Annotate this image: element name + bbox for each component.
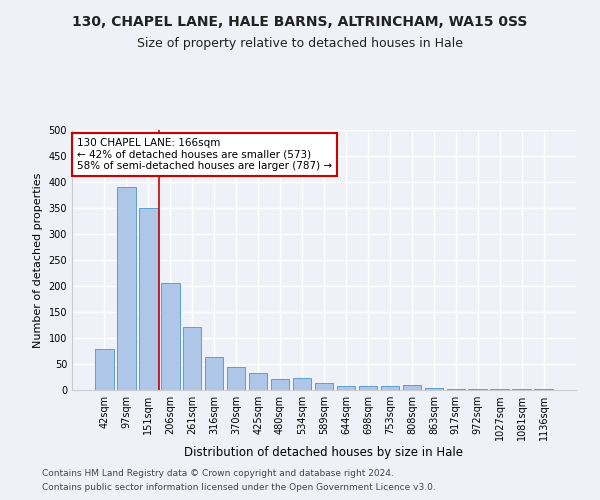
Bar [227, 366, 245, 390]
X-axis label: Distribution of detached houses by size in Hale: Distribution of detached houses by size … [185, 446, 464, 459]
Bar [359, 386, 377, 390]
Bar [314, 382, 334, 390]
Bar [161, 284, 179, 390]
Bar [403, 385, 421, 390]
Y-axis label: Number of detached properties: Number of detached properties [33, 172, 43, 348]
Bar [117, 187, 136, 390]
Bar [95, 350, 113, 390]
Bar [425, 388, 443, 390]
Text: Contains public sector information licensed under the Open Government Licence v3: Contains public sector information licen… [42, 484, 436, 492]
Bar [337, 386, 355, 390]
Bar [249, 373, 268, 390]
Text: 130 CHAPEL LANE: 166sqm
← 42% of detached houses are smaller (573)
58% of semi-d: 130 CHAPEL LANE: 166sqm ← 42% of detache… [77, 138, 332, 171]
Bar [139, 208, 158, 390]
Bar [469, 389, 487, 390]
Bar [183, 326, 202, 390]
Text: Size of property relative to detached houses in Hale: Size of property relative to detached ho… [137, 38, 463, 51]
Bar [446, 389, 465, 390]
Bar [535, 389, 553, 390]
Bar [380, 386, 399, 390]
Text: 130, CHAPEL LANE, HALE BARNS, ALTRINCHAM, WA15 0SS: 130, CHAPEL LANE, HALE BARNS, ALTRINCHAM… [73, 15, 527, 29]
Bar [293, 378, 311, 390]
Bar [205, 357, 223, 390]
Bar [271, 379, 289, 390]
Text: Contains HM Land Registry data © Crown copyright and database right 2024.: Contains HM Land Registry data © Crown c… [42, 468, 394, 477]
